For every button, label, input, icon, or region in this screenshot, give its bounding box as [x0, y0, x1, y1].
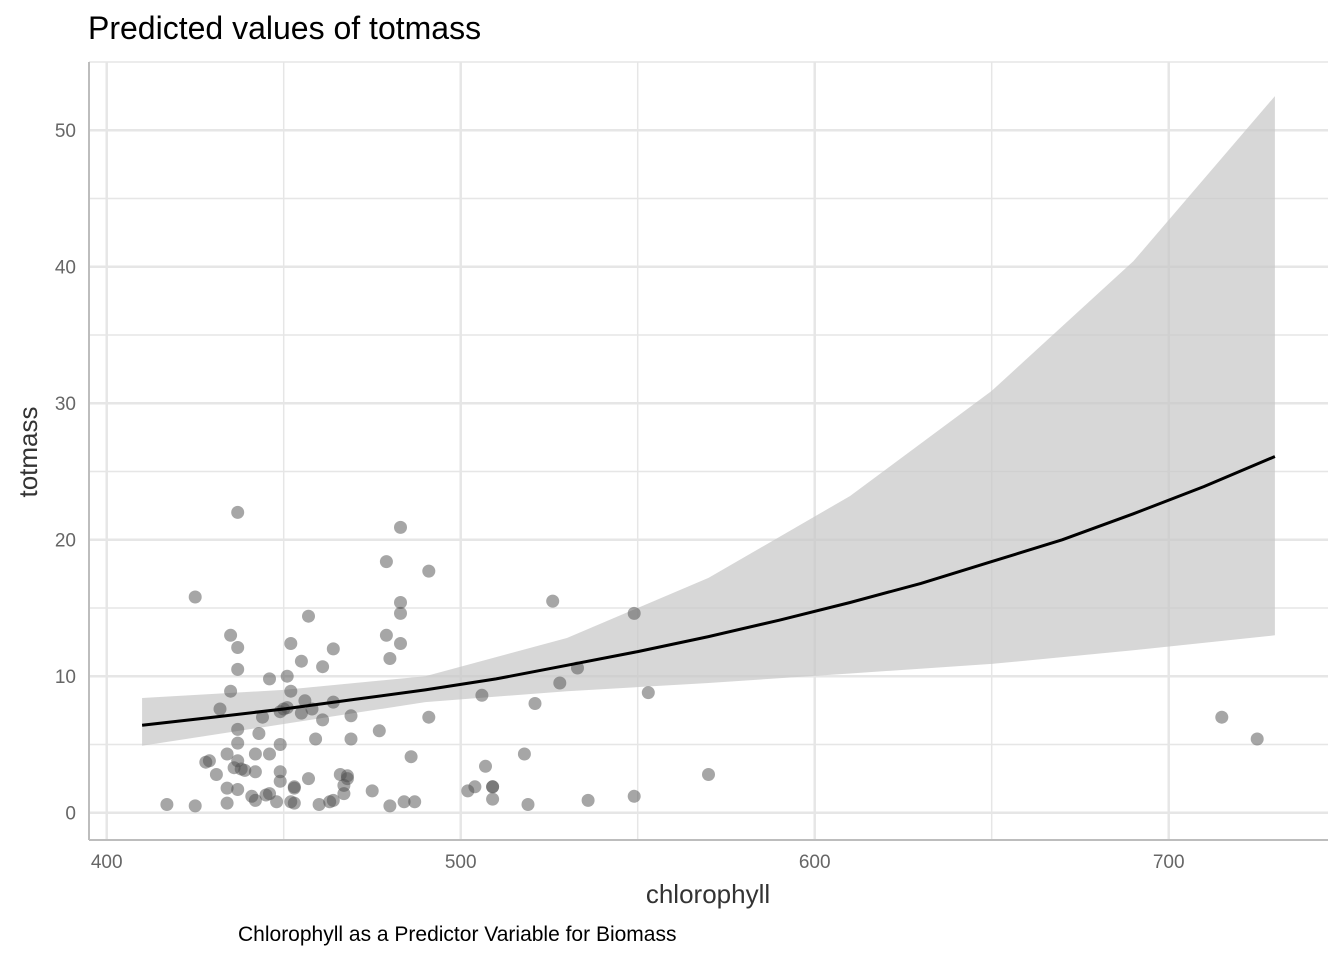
- x-tick-label: 500: [445, 852, 477, 873]
- data-point: [287, 796, 301, 810]
- tick-labels: 400 500 600 700 0 10 20 30 40 50: [55, 121, 1185, 873]
- y-tick-label: 0: [65, 804, 76, 825]
- predicted-line: [141, 455, 1276, 727]
- data-point: [231, 662, 245, 676]
- data-point: [309, 732, 323, 746]
- y-tick-label: 50: [55, 121, 76, 142]
- data-point: [273, 765, 287, 779]
- data-point: [627, 606, 641, 620]
- data-point: [188, 799, 202, 813]
- data-point: [553, 676, 567, 690]
- y-tick-label: 30: [55, 394, 76, 415]
- axes: [88, 62, 1328, 841]
- data-point: [702, 768, 715, 781]
- data-point: [1215, 710, 1229, 724]
- y-tick-label: 10: [55, 667, 76, 688]
- data-point: [521, 798, 535, 811]
- data-point: [316, 713, 330, 727]
- data-point: [252, 727, 266, 740]
- chart-caption: Chlorophyll as a Predictor Variable for …: [238, 923, 676, 946]
- data-point: [256, 710, 269, 724]
- data-point: [517, 747, 531, 761]
- data-point: [394, 606, 407, 620]
- data-point: [340, 772, 354, 786]
- data-point: [344, 709, 358, 723]
- data-point: [394, 520, 407, 534]
- data-point: [160, 798, 174, 811]
- data-point: [263, 747, 276, 761]
- data-point: [1250, 732, 1264, 746]
- x-tick-label: 700: [1153, 852, 1185, 873]
- data-point: [379, 555, 393, 569]
- data-point: [404, 750, 418, 764]
- data-point: [408, 795, 422, 809]
- data-point: [365, 784, 379, 798]
- data-point: [475, 688, 489, 702]
- data-point: [273, 774, 287, 788]
- data-point: [280, 669, 294, 683]
- data-point: [394, 596, 407, 609]
- data-point: [220, 747, 234, 761]
- data-point: [344, 732, 358, 746]
- data-point: [397, 795, 411, 809]
- data-point: [238, 763, 252, 777]
- data-point: [209, 768, 223, 781]
- data-point: [213, 702, 227, 716]
- data-point: [231, 641, 245, 654]
- y-axis-title: totmass: [13, 406, 43, 497]
- data-point: [422, 564, 436, 578]
- data-point: [224, 628, 238, 642]
- data-point: [188, 590, 202, 604]
- data-point: [294, 706, 308, 720]
- data-point: [224, 684, 238, 698]
- data-point: [231, 736, 245, 750]
- data-point: [486, 792, 500, 806]
- data-point: [273, 738, 287, 751]
- data-point: [486, 780, 500, 794]
- y-tick-label: 40: [55, 258, 76, 279]
- data-point: [326, 793, 340, 807]
- data-point: [641, 686, 655, 700]
- data-point: [326, 642, 340, 656]
- data-point: [422, 710, 436, 724]
- chart-title: Predicted values of totmass: [88, 10, 481, 46]
- x-axis-title: chlorophyll: [646, 879, 770, 909]
- data-point: [284, 637, 298, 650]
- data-point: [627, 789, 641, 803]
- data-point: [581, 793, 595, 807]
- data-point: [302, 772, 315, 786]
- data-point: [231, 783, 245, 796]
- data-point: [284, 684, 298, 698]
- data-point: [287, 781, 301, 795]
- data-point: [528, 697, 542, 710]
- confidence-ribbon: [142, 96, 1275, 746]
- data-point: [231, 722, 245, 736]
- x-tick-label: 600: [799, 852, 831, 873]
- x-tick-label: 400: [91, 852, 123, 873]
- data-point: [372, 724, 386, 738]
- data-point: [294, 654, 308, 668]
- data-point: [202, 754, 216, 768]
- data-point: [379, 628, 393, 642]
- data-point: [248, 765, 262, 779]
- data-point: [231, 505, 245, 519]
- data-point: [383, 652, 397, 665]
- data-point: [394, 637, 407, 650]
- data-point: [270, 795, 284, 809]
- data-point: [220, 796, 234, 810]
- data-point: [248, 793, 262, 807]
- data-point: [468, 780, 482, 794]
- data-point: [337, 787, 351, 801]
- data-point: [383, 799, 397, 813]
- data-point: [302, 609, 315, 623]
- data-point: [220, 781, 234, 795]
- data-point: [312, 798, 326, 811]
- data-point: [248, 747, 262, 761]
- y-tick-label: 20: [55, 531, 76, 552]
- data-point: [479, 759, 492, 773]
- data-point: [316, 660, 330, 674]
- data-point: [546, 594, 560, 608]
- data-point: [263, 672, 276, 686]
